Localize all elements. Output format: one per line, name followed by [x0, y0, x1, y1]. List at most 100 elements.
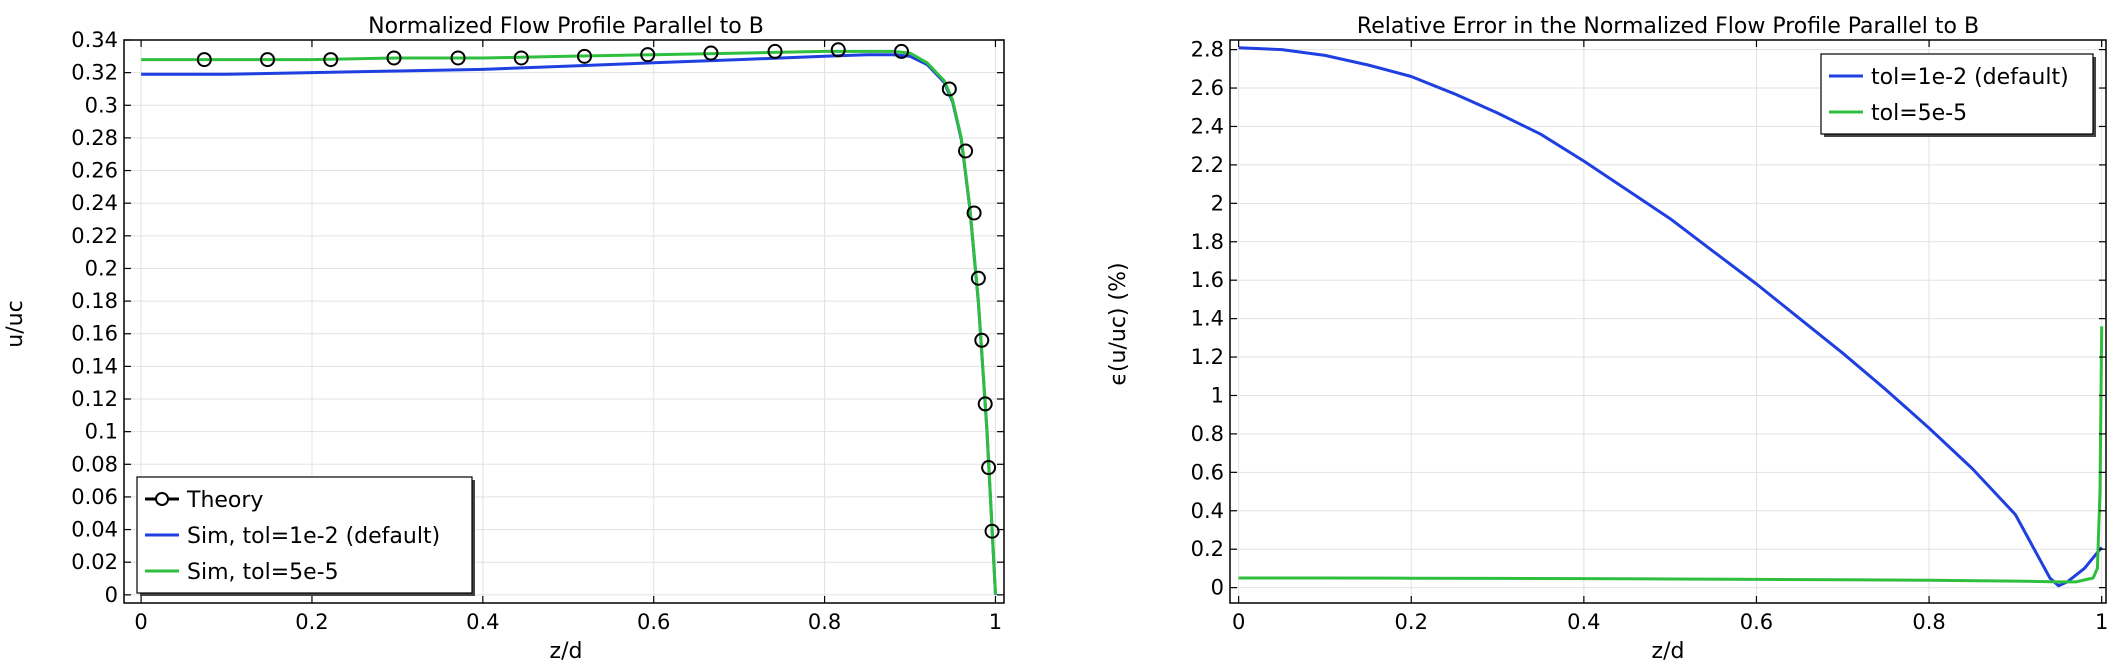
legend-item-tol-1e-2-default: tol=1e-2 (default): [1829, 65, 2069, 90]
data-point: [260, 52, 276, 68]
series-layer: [1238, 46, 2104, 588]
y-tick-label: 0.34: [71, 28, 118, 52]
x-tick-label: 0.2: [295, 610, 328, 634]
y-tick-label: 2.8: [1191, 38, 1224, 62]
y-tick-label: 0.06: [71, 485, 118, 509]
data-point: [323, 52, 339, 68]
legend-label: Theory: [186, 488, 263, 513]
legend-label: Sim, tol=5e-5: [187, 560, 339, 585]
y-tick-label: 0.1: [85, 420, 118, 444]
y-tick-label: 0: [1211, 576, 1224, 600]
y-tick-label: 0.6: [1191, 460, 1224, 484]
y-tick-label: 0.14: [71, 354, 118, 378]
data-point: [974, 332, 990, 348]
x-tick-label: 1: [989, 610, 1002, 634]
data-point: [966, 205, 982, 221]
x-tick-label: 0.4: [466, 610, 499, 634]
y-tick-label: 0.3: [85, 93, 118, 117]
y-tick-label: 0.02: [71, 550, 118, 574]
y-tick-label: 2.4: [1191, 114, 1224, 138]
data-point: [703, 45, 719, 61]
y-tick-label: 0.8: [1191, 422, 1224, 446]
y-tick-label: 2: [1211, 191, 1224, 215]
y-tick-label: 0.16: [71, 322, 118, 346]
series-line: [1238, 46, 2103, 588]
data-point: [450, 50, 466, 66]
y-tick-label: 0.18: [71, 289, 118, 313]
legend: Theory Sim, tol=1e-2 (default) Sim, tol=5e…: [136, 476, 475, 596]
y-axis-label: u/uc: [3, 300, 28, 347]
ticks: 0 0.2 0.4 0.6 0.8 1 0 0.02 0.04 0.06 0.08 0.1 0.12 0.…: [71, 28, 1004, 634]
x-tick-label: 0: [1232, 610, 1245, 634]
data-point: [830, 42, 846, 58]
x-tick-label: 0.2: [1395, 610, 1428, 634]
x-tick-label: 0: [134, 610, 147, 634]
legend-item-theory: Theory: [145, 488, 263, 513]
grid: [1230, 40, 2106, 603]
data-point: [577, 48, 593, 64]
y-tick-label: 0.08: [71, 452, 118, 476]
grid: [124, 39, 1004, 603]
y-tick-label: 0.12: [71, 387, 118, 411]
plot-frame: [1229, 39, 2107, 604]
data-point: [981, 460, 997, 476]
y-axis-label: ϵ(u/uc) (%): [1106, 262, 1131, 385]
y-tick-label: 1.6: [1191, 268, 1224, 292]
series-tol-1e-2-default: [1238, 46, 2103, 588]
y-tick-label: 0.32: [71, 61, 118, 85]
y-tick-label: 0.22: [71, 224, 118, 248]
series-line: [1238, 326, 2104, 584]
series-sim-tol-5e-5: [141, 49, 997, 595]
legend-marker: [155, 492, 169, 506]
legend-box: [136, 476, 473, 594]
legend-label: tol=1e-2 (default): [1871, 65, 2069, 90]
data-point: [386, 50, 402, 66]
y-tick-label: 2.6: [1191, 76, 1224, 100]
y-tick-label: 0.2: [85, 256, 118, 280]
data-point: [767, 43, 783, 59]
data-point: [970, 270, 986, 286]
legend-item-tol-5e-5: tol=5e-5: [1829, 101, 1967, 126]
data-point: [640, 47, 656, 63]
x-tick-label: 0.4: [1567, 610, 1600, 634]
data-point: [984, 523, 1000, 539]
x-tick-label: 0.8: [808, 610, 841, 634]
data-point: [958, 143, 974, 159]
series-line: [141, 49, 997, 595]
y-tick-label: 0.28: [71, 126, 118, 150]
x-tick-label: 0.6: [637, 610, 670, 634]
ticks: 0 0.2 0.4 0.6 0.8 1 0 0.2 0.4 0.6 0.8 1 1.2 1.4 1.6 1.8…: [1191, 38, 2109, 634]
data-point: [893, 43, 909, 59]
legend-item-sim-tol-1e-2-default: Sim, tol=1e-2 (default): [145, 524, 440, 549]
x-tick-label: 0.8: [1912, 610, 1945, 634]
y-tick-label: 0.04: [71, 518, 118, 542]
plot-frame: [123, 39, 1005, 604]
chart-title: Relative Error in the Normalized Flow Pr…: [1357, 14, 1979, 39]
series-theory: [196, 42, 1000, 539]
y-tick-label: 0.24: [71, 191, 118, 215]
chart-title: Normalized Flow Profile Parallel to B: [368, 14, 764, 39]
legend-box: [1820, 53, 2094, 135]
legend-label: Sim, tol=1e-2 (default): [187, 524, 440, 549]
y-tick-label: 1.4: [1191, 307, 1224, 331]
relative-error-chart: Relative Error in the Normalized Flow Pr…: [1106, 14, 2108, 664]
x-axis-label: z/d: [1652, 639, 1685, 664]
y-tick-label: 0.4: [1191, 499, 1224, 523]
y-tick-label: 0: [105, 583, 118, 607]
legend: tol=1e-2 (default) tol=5e-5: [1820, 53, 2096, 137]
y-tick-label: 2.2: [1191, 153, 1224, 177]
legend-label: tol=5e-5: [1871, 101, 1967, 126]
x-tick-label: 1: [2095, 610, 2108, 634]
y-tick-label: 1.8: [1191, 230, 1224, 254]
series-layer: [141, 42, 1000, 595]
series-tol-5e-5: [1238, 326, 2104, 584]
data-point: [196, 52, 212, 68]
data-point: [977, 396, 993, 412]
x-tick-label: 0.6: [1740, 610, 1773, 634]
x-axis-label: z/d: [550, 639, 583, 664]
data-point: [513, 50, 529, 66]
y-tick-label: 1: [1211, 383, 1224, 407]
y-tick-label: 0.2: [1191, 537, 1224, 561]
